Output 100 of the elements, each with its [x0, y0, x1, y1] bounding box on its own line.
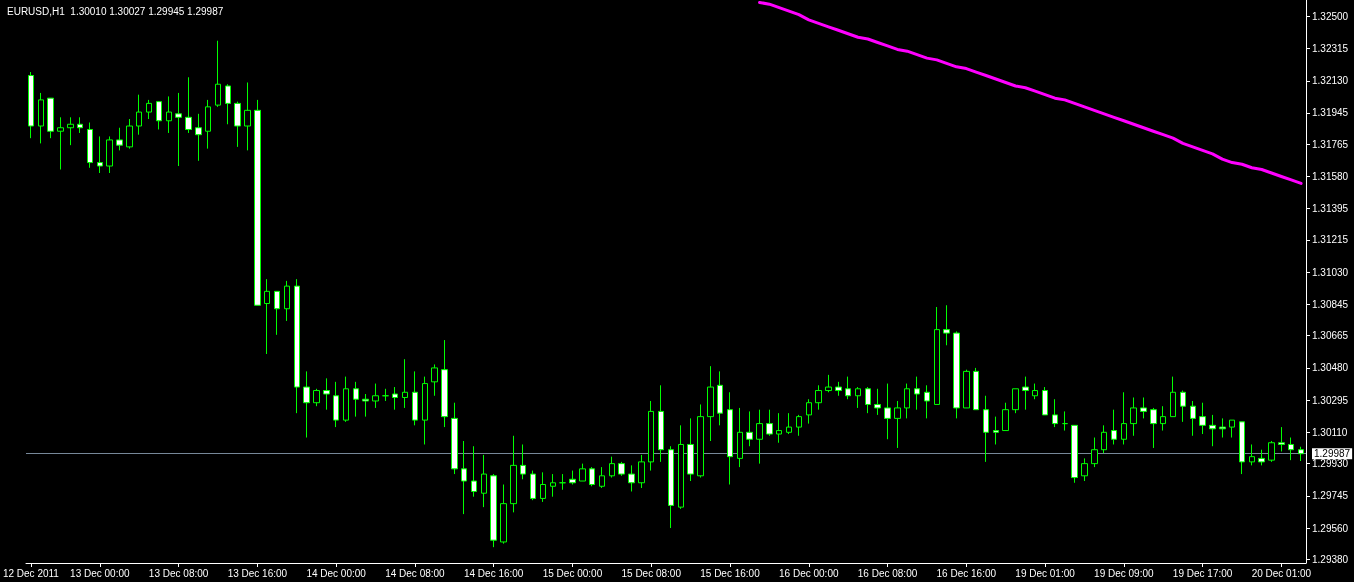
y-tick-label: 1.32130 — [1312, 75, 1349, 87]
candlestick — [618, 461, 625, 477]
candlestick — [343, 376, 349, 423]
candlestick — [97, 135, 103, 174]
y-tick-label: 1.30665 — [1312, 330, 1349, 342]
candlestick — [579, 463, 586, 482]
x-tick-label: 15 Dec 16:00 — [700, 567, 761, 579]
candlestick — [865, 386, 871, 414]
candlestick — [166, 95, 172, 134]
y-tick-label: 1.31765 — [1312, 138, 1349, 150]
candlestick — [855, 386, 861, 409]
y-tick-label: 1.31030 — [1312, 266, 1349, 278]
candlestick — [67, 116, 74, 146]
candlestick — [1239, 421, 1245, 475]
y-tick-label: 1.31395 — [1312, 203, 1349, 215]
candlestick — [205, 99, 211, 150]
candlestick — [28, 71, 34, 139]
candlestick — [225, 83, 231, 125]
candlestick — [510, 435, 517, 513]
x-tick-label: 14 Dec 08:00 — [385, 567, 446, 579]
candlestick — [756, 409, 763, 465]
candlestick — [993, 416, 999, 445]
candlestick — [303, 370, 310, 439]
y-tick-label: 1.32315 — [1312, 43, 1349, 55]
x-tick-label: 19 Dec 01:00 — [1015, 567, 1076, 579]
candlestick — [1002, 402, 1009, 432]
y-tick-label: 1.30295 — [1312, 394, 1349, 406]
line-series — [758, 0, 1303, 185]
candlestick — [471, 445, 477, 498]
x-tick-label: 12 Dec 2011 — [2, 567, 60, 579]
candlestick — [234, 101, 241, 148]
candlestick — [668, 445, 674, 529]
candlestick — [973, 367, 979, 411]
candlestick — [983, 395, 989, 463]
candlestick — [1229, 419, 1235, 439]
candlestick — [382, 388, 389, 402]
candlestick — [402, 358, 408, 409]
candlestick — [934, 306, 940, 405]
candlestick — [146, 99, 152, 120]
y-tick-label: 1.31945 — [1312, 107, 1349, 119]
candlestick — [156, 101, 162, 130]
candlestick — [835, 381, 842, 397]
candlestick — [1101, 424, 1107, 454]
candlestick — [776, 412, 782, 444]
y-tick-label: 1.31215 — [1312, 234, 1349, 246]
candlestick — [38, 92, 44, 144]
candlestick — [1199, 402, 1206, 435]
candlestick — [1062, 410, 1068, 432]
candlestick — [422, 376, 428, 445]
candlestick — [727, 391, 733, 486]
candlestick — [1111, 409, 1117, 445]
candlestick — [333, 381, 339, 428]
candlestick — [894, 400, 901, 449]
candlestick — [806, 398, 812, 425]
candlestick — [1278, 426, 1285, 452]
candlestick — [963, 369, 970, 409]
candlestick — [1268, 440, 1275, 463]
candlestick — [106, 135, 113, 174]
candlestick — [786, 412, 792, 435]
candlestick — [1052, 398, 1058, 428]
candlestick — [796, 414, 802, 437]
candlestick — [1298, 446, 1304, 462]
candlestick — [1140, 396, 1147, 419]
candlestick — [441, 339, 448, 428]
candlestick — [1081, 457, 1088, 482]
x-tick-label: 15 Dec 00:00 — [542, 567, 603, 579]
candlestick — [1190, 400, 1196, 437]
candlestick — [569, 470, 576, 486]
candlestick — [845, 376, 851, 400]
candlestick — [195, 113, 202, 162]
candlestick — [1249, 443, 1255, 466]
candlestick — [1258, 449, 1265, 466]
text: EURUSD,H1 1.30010 1.30027 1.29945 1.29987 — [7, 5, 224, 17]
x-tick-label: 14 Dec 00:00 — [306, 567, 367, 579]
candlestick — [57, 116, 64, 171]
x-tick-label: 16 Dec 08:00 — [857, 567, 918, 579]
x-tick-label: 14 Dec 16:00 — [463, 567, 524, 579]
x-tick-label: 19 Dec 17:00 — [1172, 567, 1233, 579]
x-tick-label: 13 Dec 08:00 — [148, 567, 209, 579]
candlestick — [530, 470, 536, 501]
candlestick — [599, 466, 605, 489]
candlestick — [481, 454, 487, 508]
candlestick — [658, 384, 664, 463]
candlestick — [372, 383, 379, 409]
candlestick — [116, 127, 123, 151]
candlestick — [884, 383, 891, 440]
candlestick — [924, 384, 930, 419]
candlestick — [687, 417, 694, 482]
candlestick — [540, 471, 546, 503]
x-tick-label: 19 Dec 09:00 — [1094, 567, 1155, 579]
candlestick — [815, 384, 822, 411]
candlestick — [1032, 383, 1038, 400]
candlestick — [589, 466, 595, 487]
y-tick-label: 1.31580 — [1312, 170, 1349, 182]
candlestick — [77, 116, 83, 134]
candlestick — [1071, 424, 1078, 484]
candlestick — [412, 370, 418, 426]
candlestick — [766, 409, 773, 437]
candlestick — [737, 407, 743, 468]
candlestick — [490, 473, 497, 548]
